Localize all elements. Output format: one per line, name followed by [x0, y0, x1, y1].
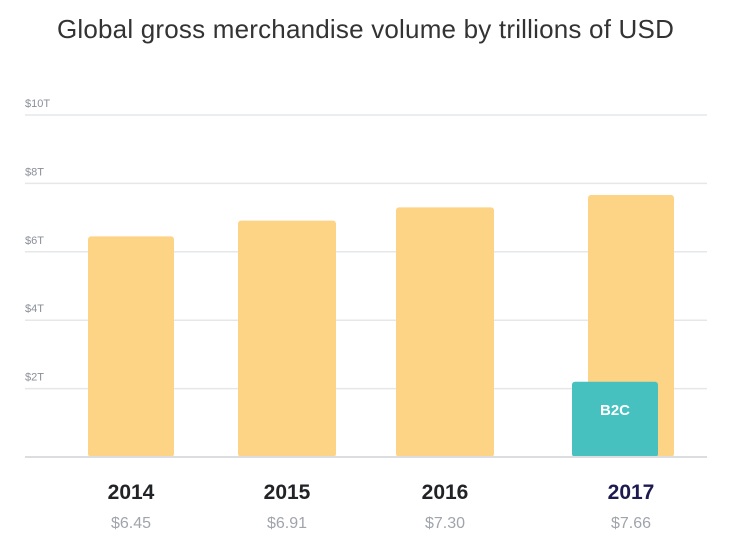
category-label: 2014	[108, 481, 155, 504]
b2c-label: B2C	[600, 402, 630, 419]
category-label: 2017	[608, 481, 655, 504]
bar-2014	[88, 236, 174, 457]
y-tick-label: $6T	[25, 235, 44, 247]
value-label: $7.66	[611, 515, 651, 532]
bar-2016	[396, 207, 494, 457]
y-tick-label: $2T	[25, 372, 44, 384]
value-label: $6.91	[267, 515, 307, 532]
y-tick-label: $4T	[25, 303, 44, 315]
y-tick-label: $10T	[25, 98, 50, 110]
category-label: 2015	[264, 481, 311, 504]
chart-title: Global gross merchandise volume by trill…	[56, 14, 675, 44]
bar-2015	[238, 220, 336, 457]
category-label: 2016	[422, 481, 469, 504]
y-tick-label: $8T	[25, 166, 44, 178]
value-label: $6.45	[111, 515, 151, 532]
value-label: $7.30	[425, 515, 465, 532]
b2c-bar	[572, 381, 658, 457]
